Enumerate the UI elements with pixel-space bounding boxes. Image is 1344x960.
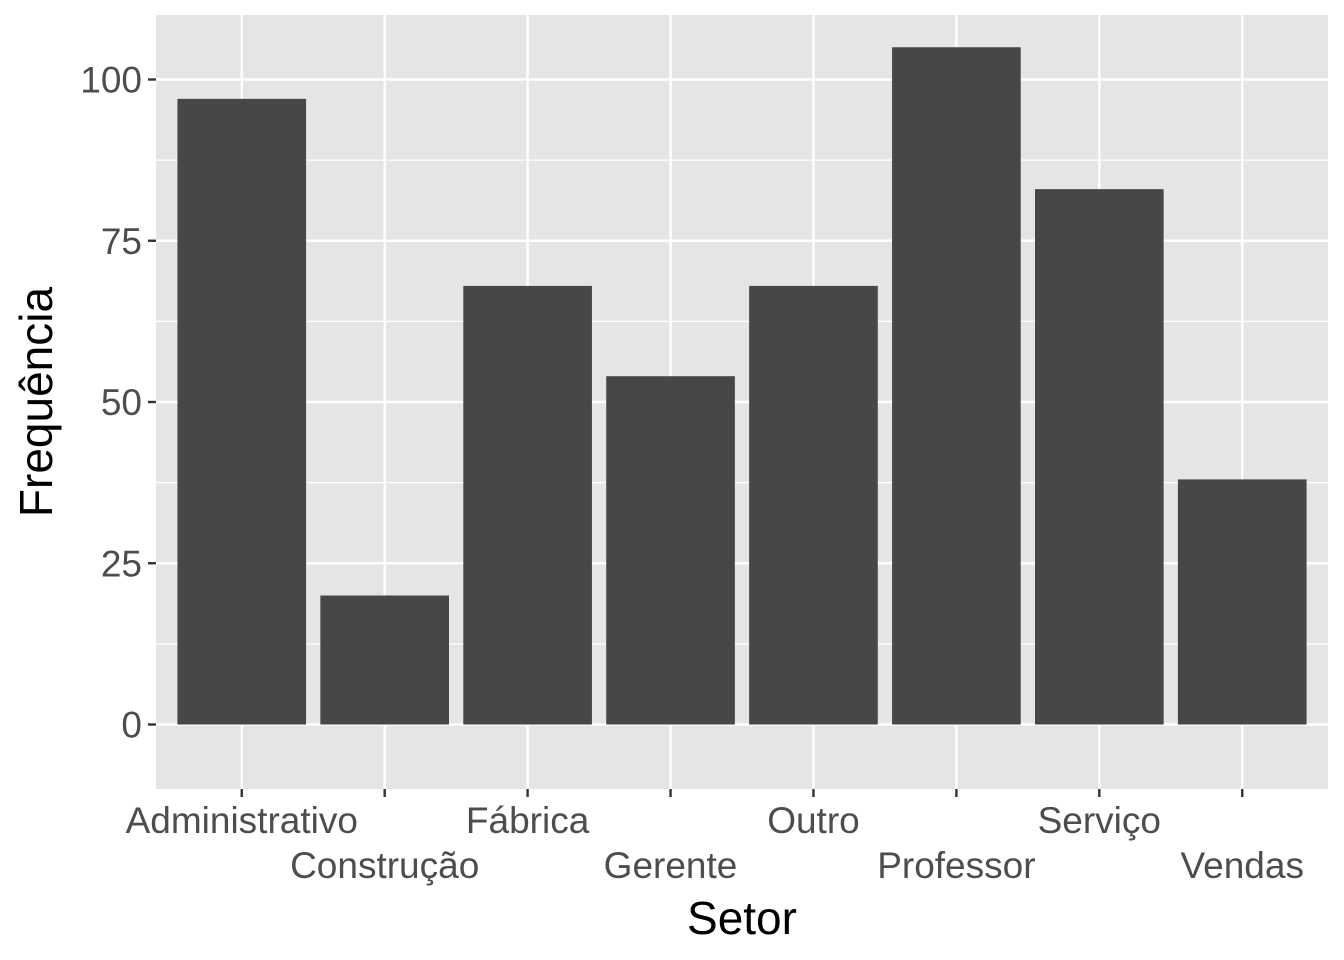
y-tick-label: 50 (101, 382, 142, 423)
x-tick-label: Administrativo (126, 800, 358, 841)
x-tick-label: Vendas (1181, 845, 1304, 886)
x-tick-label: Fábrica (466, 800, 590, 841)
bar (1177, 479, 1307, 725)
bar (463, 285, 592, 725)
y-tick-label: 0 (121, 705, 142, 746)
bar (177, 98, 307, 725)
y-tick-label: 75 (101, 221, 142, 262)
bars (177, 47, 1307, 725)
x-axis-title: Setor (687, 892, 797, 944)
x-tick-label: Professor (877, 845, 1035, 886)
bar (1035, 189, 1164, 725)
y-axis: 0 25 50 75 100 (80, 60, 156, 746)
bar (892, 47, 1021, 725)
x-tick-label: Serviço (1038, 800, 1161, 841)
bar (320, 595, 449, 725)
x-tick-label: Gerente (604, 845, 738, 886)
x-tick-label: Construção (290, 845, 479, 886)
y-tick-label: 100 (80, 60, 142, 101)
bar (606, 376, 735, 725)
y-tick-label: 25 (101, 543, 142, 584)
bar (749, 285, 878, 725)
y-axis-title: Frequência (10, 287, 62, 518)
x-tick-label: Outro (767, 800, 860, 841)
